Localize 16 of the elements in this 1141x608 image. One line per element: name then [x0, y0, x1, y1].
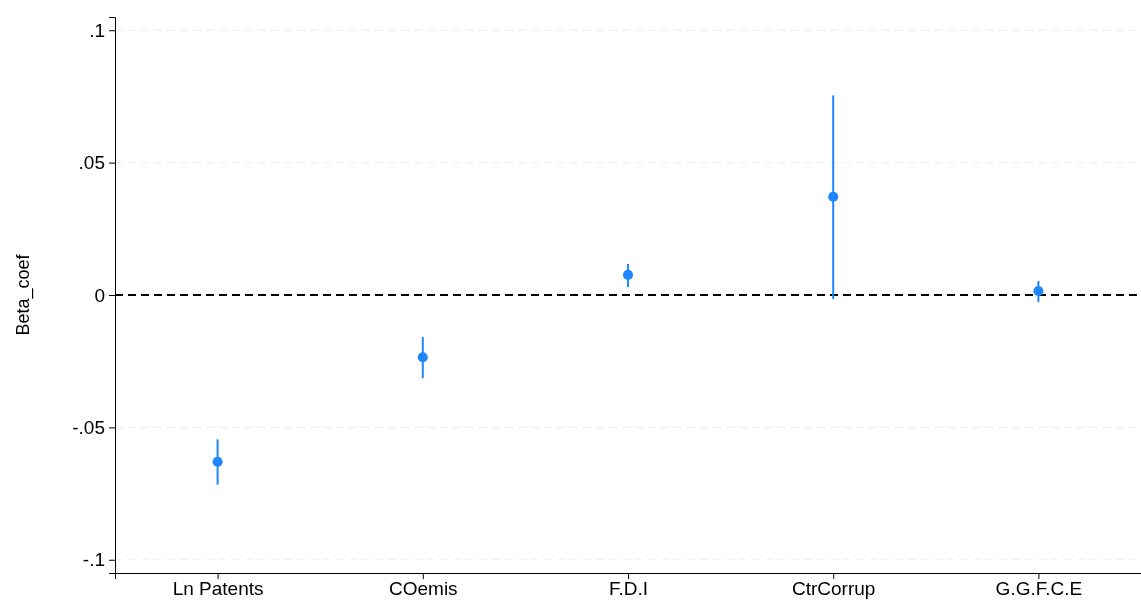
- y-tick-label: -.1: [82, 549, 105, 571]
- x-tick-label: G.G.F.C.E: [995, 578, 1083, 600]
- y-axis-title: Beta_coef: [13, 253, 34, 336]
- y-tick-label: .05: [78, 152, 105, 174]
- x-tick-label: CtrCorrup: [792, 578, 876, 600]
- x-tick-label: Ln Patents: [172, 578, 264, 600]
- point: [417, 352, 428, 363]
- point: [622, 269, 634, 280]
- x-tick-label: F.D.I: [608, 578, 649, 600]
- point: [828, 191, 839, 202]
- x-tick-label: COemis: [388, 578, 458, 600]
- point: [212, 456, 223, 467]
- y-tick-label: 0: [94, 284, 105, 306]
- point: [1033, 285, 1044, 297]
- y-tick-label: .1: [89, 19, 105, 41]
- y-tick-label: -.05: [72, 416, 105, 438]
